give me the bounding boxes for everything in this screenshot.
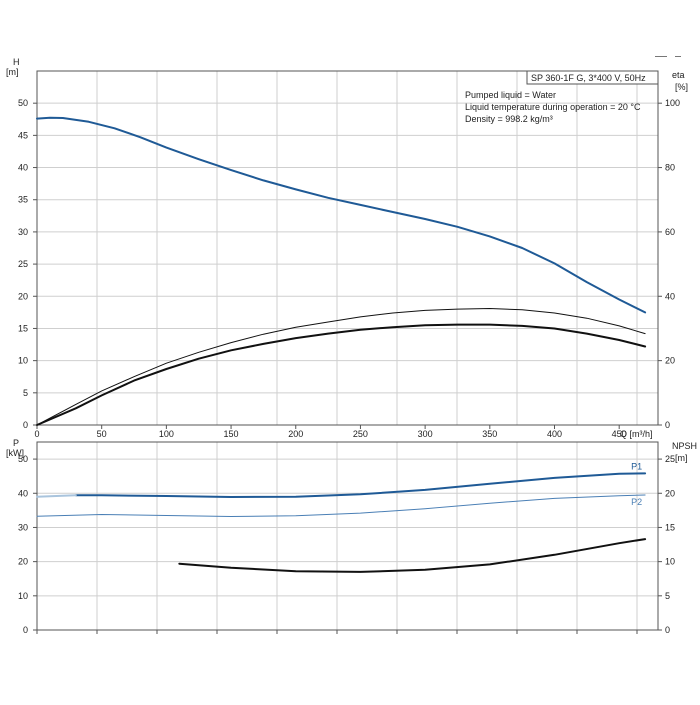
series-line-top-1: [36, 323, 647, 426]
y-left-axis-label-unit: [kW]: [6, 448, 24, 458]
info-line-density: Density = 998.2 kg/m³: [465, 114, 553, 124]
y-right-tick-label: 100: [665, 98, 680, 108]
info-line-temperature: Liquid temperature during operation = 20…: [465, 102, 641, 112]
y-right-tick-label: 0: [665, 420, 670, 430]
y-left-tick-label: 40: [18, 488, 28, 498]
y-right-axis-label-name: eta: [672, 70, 685, 80]
y-left-tick-label: 5: [23, 388, 28, 398]
y-left-tick-label: 50: [18, 454, 28, 464]
x-tick-label: 300: [418, 429, 433, 439]
x-tick-label: 450: [612, 429, 627, 439]
y-left-tick-label: 0: [23, 420, 28, 430]
y-left-tick-label: 20: [18, 557, 28, 567]
plot-frame: [36, 70, 659, 426]
y-right-axis-label-unit: [m]: [675, 453, 688, 463]
series-label-p2: P2: [631, 497, 642, 507]
y-right-tick-label: 5: [665, 591, 670, 601]
y-right-tick-label: 0: [665, 625, 670, 635]
y-right-tick-label: 25: [665, 454, 675, 464]
y-left-tick-label: 50: [18, 98, 28, 108]
series-line-p1: [74, 472, 647, 498]
y-left-tick-label: 30: [18, 227, 28, 237]
plot-frame: [36, 441, 659, 631]
y-left-tick-label: 10: [18, 356, 28, 366]
y-left-tick-label: 10: [18, 591, 28, 601]
y-right-tick-label: 20: [665, 356, 675, 366]
y-right-tick-label: 80: [665, 163, 675, 173]
series-label-p1: P1: [631, 461, 642, 471]
y-right-tick-label: 15: [665, 522, 675, 532]
series-line-bottom-3: [178, 538, 647, 573]
info-line-liquid: Pumped liquid = Water: [465, 90, 556, 100]
y-right-tick-label: 10: [665, 557, 675, 567]
y-left-axis-label-name: P: [13, 438, 19, 448]
header-marks: [655, 56, 695, 60]
x-tick-label: 350: [482, 429, 497, 439]
info-title: SP 360-1F G, 3*400 V, 50Hz: [531, 73, 646, 83]
y-left-axis-label-name: H: [13, 57, 20, 67]
x-tick-label: 200: [288, 429, 303, 439]
y-right-tick-label: 40: [665, 291, 675, 301]
x-tick-label: 400: [547, 429, 562, 439]
y-right-tick-label: 60: [665, 227, 675, 237]
y-left-tick-label: 0: [23, 625, 28, 635]
x-tick-label: 100: [159, 429, 174, 439]
y-left-tick-label: 40: [18, 163, 28, 173]
y-left-tick-label: 15: [18, 323, 28, 333]
y-left-tick-label: 45: [18, 130, 28, 140]
y-right-axis-label-unit: [%]: [675, 82, 688, 92]
x-tick-label: 150: [224, 429, 239, 439]
x-tick-label: 50: [97, 429, 107, 439]
y-right-axis-label-name: NPSH: [672, 441, 697, 451]
x-tick-label: 0: [34, 429, 39, 439]
series-line-p2: [36, 494, 646, 517]
x-tick-label: 250: [353, 429, 368, 439]
series-line-top-2: [36, 308, 646, 426]
y-right-tick-label: 20: [665, 488, 675, 498]
bottom-panel: 0 10 20 30 40 50 0 5 10 15 20 25 P[kW] NPSH [m] P1 P2: [6, 438, 697, 635]
series-line-bottom-1: [36, 494, 77, 498]
y-left-tick-label: 30: [18, 522, 28, 532]
series-line-top-0: [36, 116, 647, 314]
top-panel: 0 5 10 15 20 25 30 35 40 45 50 0 20 40 60 80 100 H[m] eta […: [6, 57, 688, 439]
y-left-axis-label-unit: [m]: [6, 67, 19, 77]
info-title-box: [526, 70, 659, 85]
y-left-tick-label: 20: [18, 291, 28, 301]
info-box: SP 360-1F G, 3*400 V, 50Hz Pumped liquid…: [465, 70, 659, 124]
y-left-tick-label: 25: [18, 259, 28, 269]
y-left-tick-label: 35: [18, 195, 28, 205]
x-axis-label: Q [m³/h]: [620, 429, 653, 439]
